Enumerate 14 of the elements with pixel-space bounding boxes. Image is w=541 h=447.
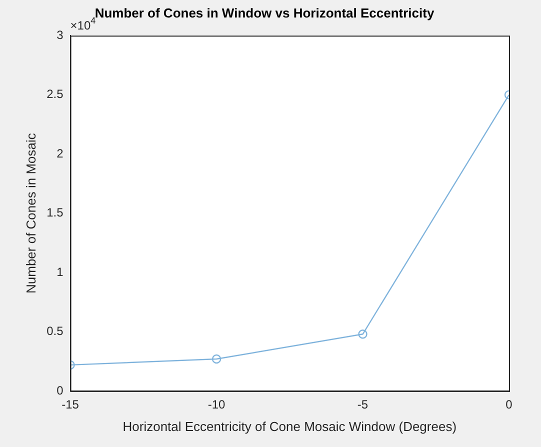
x-axis-title: Horizontal Eccentricity of Cone Mosaic Window (Degrees) <box>122 418 457 434</box>
x-tick-label: -5 <box>357 398 368 412</box>
y-tick-label: 1 <box>56 264 64 279</box>
chart-title: Number of Cones in Window vs Horizontal Eccentricity <box>94 5 435 20</box>
y-tick-label: 0.5 <box>46 324 64 338</box>
x-tick-label: 0 <box>506 398 513 412</box>
y-tick-label: 2.5 <box>46 87 64 102</box>
y-tick-label: 1.5 <box>46 206 64 220</box>
x-tick-label: -10 <box>208 398 226 412</box>
y-tick-label: 3 <box>56 28 64 42</box>
x-tick-label: -15 <box>62 398 80 412</box>
y-tick-label: 0 <box>56 383 64 398</box>
y-axis-title: Number of Cones in Mosaic <box>23 132 38 294</box>
y-tick-label: 2 <box>56 146 64 160</box>
